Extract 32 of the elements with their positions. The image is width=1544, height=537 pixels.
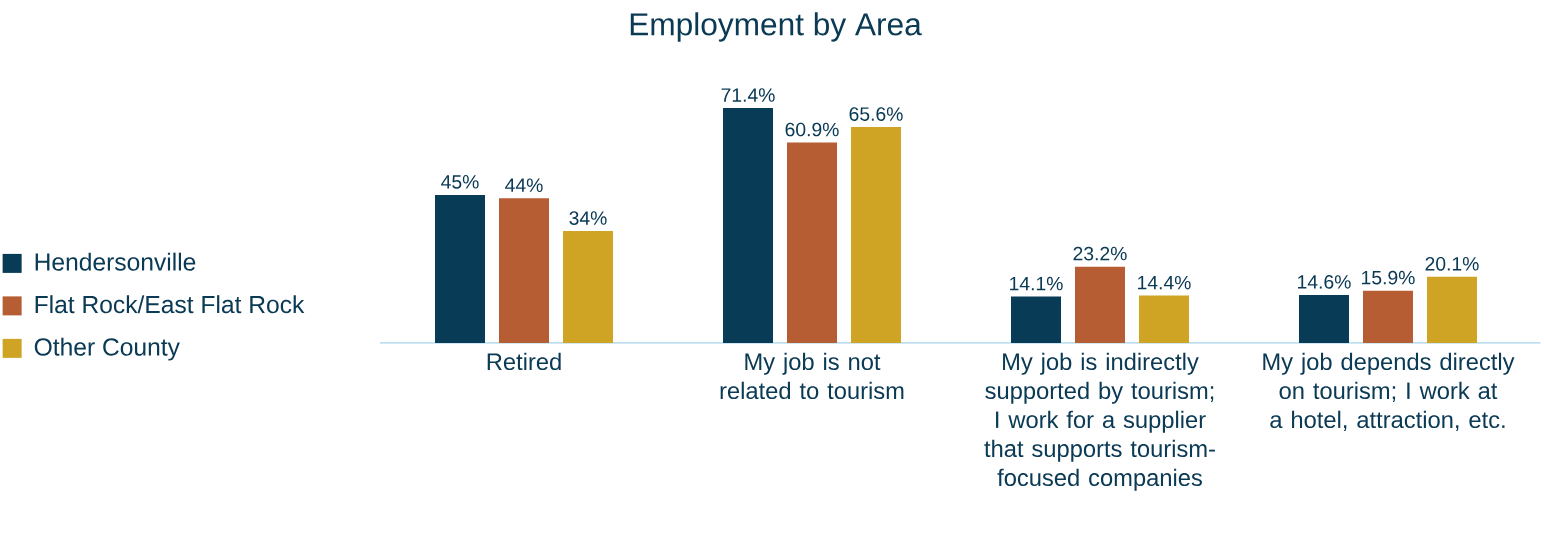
legend-label: Other County xyxy=(34,337,180,361)
data-label: 15.9% xyxy=(1362,270,1415,285)
legend-label: Flat Rock/East Flat Rock xyxy=(35,295,305,314)
bar xyxy=(1362,290,1413,343)
bar xyxy=(1011,296,1061,343)
bar xyxy=(1298,294,1349,343)
data-label: 71.4% xyxy=(721,88,775,102)
bar xyxy=(723,108,773,343)
data-label: 44% xyxy=(505,178,543,192)
bar xyxy=(787,142,837,343)
data-label: 34% xyxy=(569,211,607,225)
x-tick-label: My job is indirectly supported by tourism; I work for a supplier that supports tourism-focused companies xyxy=(984,352,1215,491)
bar xyxy=(499,198,550,343)
bar xyxy=(435,194,486,343)
data-label: 20.1% xyxy=(1425,256,1479,271)
x-tick-label: My job is not related to tourism xyxy=(720,352,904,400)
chart-title: Employment by Area xyxy=(630,12,922,42)
data-label: 45% xyxy=(441,175,479,189)
bar xyxy=(563,231,613,343)
bar xyxy=(1138,295,1189,343)
data-label: 14.1% xyxy=(1010,276,1063,291)
bar xyxy=(851,127,901,343)
data-label: 14.4% xyxy=(1138,275,1191,290)
data-label: 65.6% xyxy=(849,107,903,121)
x-tick-label: Retired xyxy=(487,352,561,371)
x-tick-label: My job depends directly on tourism; I work at a hotel, attraction, etc. xyxy=(1263,352,1515,431)
bar xyxy=(1075,266,1125,343)
data-label: 14.6% xyxy=(1298,275,1351,289)
data-label: 23.2% xyxy=(1073,246,1127,261)
legend-label: Hendersonville xyxy=(35,252,196,271)
data-label: 60.9% xyxy=(785,122,839,137)
bar xyxy=(1426,276,1477,343)
